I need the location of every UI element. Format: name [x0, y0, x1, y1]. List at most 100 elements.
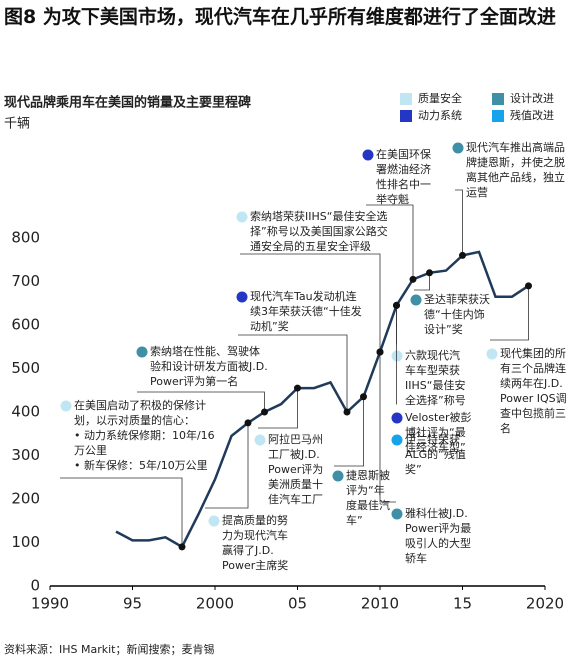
- annotation-text: 万公里: [74, 444, 107, 457]
- annotation-text: Power评为第一名: [150, 374, 238, 388]
- annotation-text: 伊兰特荣获: [405, 432, 460, 446]
- leader-line: [205, 422, 249, 509]
- category-dot: [452, 142, 464, 154]
- y-tick-label: 100: [11, 533, 40, 551]
- legend-swatch: [400, 110, 412, 122]
- category-dot: [60, 400, 72, 412]
- annotation-text: 现代汽车Tau发动机连: [250, 289, 357, 303]
- annotation-text: 现代集团的所: [500, 346, 566, 360]
- y-tick-label: 500: [11, 359, 40, 377]
- event-dot: [393, 301, 400, 309]
- leader-line: [137, 391, 265, 412]
- annotation-text: 在美国启动了积极的保修计: [74, 398, 206, 412]
- leader-line: [396, 305, 397, 405]
- category-dot: [410, 294, 422, 306]
- annotation-text: Veloster被彭: [405, 410, 472, 424]
- category-dot: [391, 434, 403, 446]
- annotation-text: 奖”: [405, 462, 422, 476]
- annotation-text: 捷恩斯被: [346, 468, 390, 482]
- x-tick-label: 2010: [361, 595, 399, 613]
- annotation-text: 运营: [466, 185, 488, 199]
- y-tick-label: 600: [11, 316, 40, 334]
- annotation-text: ALG的“残值: [405, 447, 466, 461]
- leader-line: [258, 388, 298, 429]
- event-dot: [459, 251, 466, 259]
- leader-line: [455, 189, 463, 256]
- leader-line: [60, 477, 183, 547]
- annotation-text: 阿拉巴马州: [268, 432, 323, 446]
- category-dot: [236, 291, 248, 303]
- annotation-text: 性排名中一: [376, 177, 431, 191]
- category-dot: [332, 470, 344, 482]
- category-dot: [391, 350, 403, 362]
- legend-swatch: [492, 93, 504, 105]
- annotation-text: Power主席奖: [222, 558, 288, 572]
- leader-line: [366, 204, 414, 280]
- category-dot: [391, 412, 403, 424]
- x-tick-label: 05: [288, 595, 307, 613]
- x-tick-label: 2000: [196, 595, 234, 613]
- annotation-text: 圣达菲荣获沃: [424, 293, 490, 306]
- x-tick-label: 1990: [31, 595, 69, 613]
- annotation-text: 署燃油经济: [376, 162, 431, 176]
- y-tick-label: 400: [11, 403, 40, 421]
- event-dot: [261, 408, 268, 416]
- event-dot: [426, 269, 433, 277]
- annotation-text: 力为现代汽车: [222, 528, 288, 542]
- annotation-text: 设计”奖: [424, 322, 463, 336]
- category-dot: [136, 346, 148, 358]
- x-tick-label: 2020: [526, 595, 564, 613]
- annotation-text: 度最佳汽: [346, 498, 390, 512]
- annotation-text: Power评为: [268, 463, 323, 476]
- leader-line: [414, 272, 430, 291]
- annotation-text: 续3年荣获沃德“十佳发: [250, 304, 362, 318]
- annotation-text: 六款现代汽: [405, 348, 460, 362]
- annotation-text: 在美国环保: [376, 147, 431, 161]
- annotation-text: 索纳塔荣获IIHS“最佳安全选: [250, 209, 387, 223]
- annotation-text: 博社评为“最: [405, 425, 466, 439]
- category-dot: [486, 348, 498, 360]
- annotation-text: 工厂被J.D.: [268, 448, 320, 461]
- legend-label: 残值改进: [510, 108, 554, 122]
- event-dot: [376, 348, 384, 356]
- annotation-text: 离其他产品线，独立: [466, 170, 565, 184]
- annotation-text: 举夺魁: [376, 192, 409, 206]
- legend-swatch: [400, 93, 412, 105]
- legend-swatch: [492, 110, 504, 122]
- chart-title: 现代品牌乘用车在美国的销量及主要里程碑: [4, 95, 251, 111]
- leader-line: [379, 351, 396, 503]
- annotation-text: 动机”奖: [250, 319, 289, 333]
- legend-label: 动力系统: [418, 109, 462, 122]
- y-tick-label: 800: [11, 229, 40, 247]
- leader-line: [240, 253, 381, 352]
- series-line: [115, 250, 530, 549]
- annotation-text: 佳汽车工厂: [268, 492, 323, 506]
- category-dot: [362, 149, 374, 161]
- annotation-text: 择”称号以及美国国家公路交: [250, 224, 388, 238]
- legend-label: 设计改进: [510, 91, 554, 105]
- annotation-text: 车”: [346, 513, 363, 527]
- category-dot: [254, 434, 266, 446]
- annotation-text: 验和设计研发方面被J.D.: [150, 359, 268, 373]
- event-dot: [294, 384, 301, 392]
- leader-line: [238, 334, 348, 412]
- annotation-text: 续两年在J.D.: [500, 376, 563, 390]
- annotation-text: 全选择”称号: [405, 393, 466, 407]
- y-axis-label: 千辆: [4, 117, 30, 132]
- annotation-text: 牌捷恩斯，并使之脱: [466, 155, 565, 169]
- annotation-text: 查中包揽前三: [500, 406, 566, 420]
- source: 资料来源：IHS Markit；新闻搜索；麦肯锡: [4, 642, 215, 656]
- leader-line: [334, 396, 364, 467]
- annotation-text: 有三个品牌连: [500, 361, 566, 375]
- annotation-text: 划，以示对质量的信心：: [74, 413, 195, 427]
- annotation-text: 德“十佳内饰: [424, 307, 485, 321]
- y-tick-label: 700: [11, 272, 40, 290]
- event-dot: [178, 543, 186, 551]
- annotation-text: 吸引人的大型: [405, 536, 471, 550]
- y-tick-label: 0: [30, 577, 40, 595]
- event-dot: [525, 282, 532, 290]
- legend-label: 质量安全: [418, 91, 462, 105]
- category-dot: [208, 515, 220, 527]
- event-dot: [360, 393, 367, 401]
